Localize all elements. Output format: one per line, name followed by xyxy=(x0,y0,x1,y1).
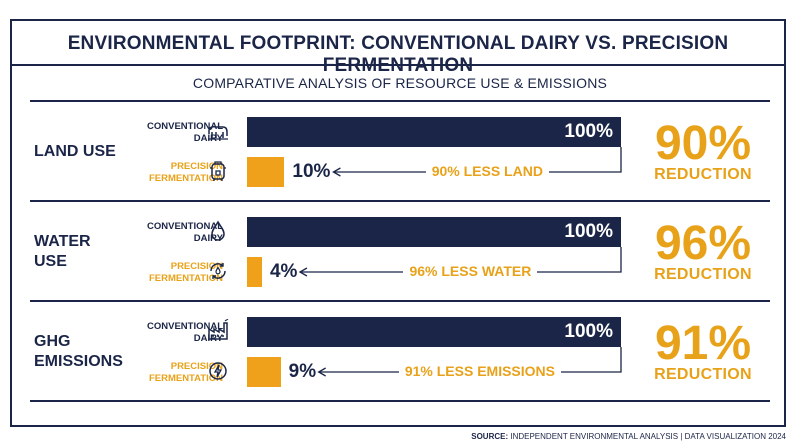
legend-line: FERMENTATION xyxy=(148,273,223,284)
legend-line: FERMENTATION xyxy=(148,173,223,184)
connector-arrowhead xyxy=(332,167,341,177)
metric-label-line: LAND USE xyxy=(34,143,116,160)
metric-label: GHG EMISSIONS xyxy=(34,332,129,372)
legend-line: CONVENTIONAL xyxy=(147,221,223,232)
metric-label-line: GHG xyxy=(34,333,71,350)
precision-fermentation-label: PRECISION FERMENTATION xyxy=(113,161,223,185)
reduction-arrow-label: 96% LESS WATER xyxy=(403,263,538,279)
section-divider xyxy=(30,200,770,202)
water-drop-icon xyxy=(206,219,230,243)
title-divider xyxy=(12,64,784,66)
metric-label: LAND USE xyxy=(34,142,129,162)
bioreactor-icon xyxy=(206,159,230,183)
conventional-bar-value: 100% xyxy=(564,321,613,342)
source-label: SOURCE: xyxy=(471,432,509,441)
legend-line: DAIRY xyxy=(193,233,223,244)
reduction-label: REDUCTION xyxy=(654,366,752,383)
reduction-percent: 91% xyxy=(654,317,752,370)
conventional-bar-value: 100% xyxy=(564,121,613,142)
metric-label: WATER USE xyxy=(34,232,129,272)
conventional-bar: 100% xyxy=(247,117,621,147)
section-divider xyxy=(30,300,770,302)
metric-label-line: WATER xyxy=(34,233,91,250)
precision-bar-value: 10% xyxy=(292,161,331,182)
legend-line: PRECISION xyxy=(170,361,223,372)
conventional-bar-value: 100% xyxy=(564,221,613,242)
factory-icon xyxy=(206,318,230,343)
legend-line: FERMENTATION xyxy=(148,373,223,384)
conventional-dairy-label: CONVENTIONAL DAIRY xyxy=(113,221,223,245)
precision-fermentation-label: PRECISION FERMENTATION xyxy=(113,361,223,385)
water-recycle-icon xyxy=(206,259,230,283)
cow-icon xyxy=(206,119,230,143)
reduction-label: REDUCTION xyxy=(654,266,752,283)
precision-bar-value: 9% xyxy=(288,361,317,382)
clean-energy-icon xyxy=(206,359,230,383)
reduction-label: REDUCTION xyxy=(654,166,752,183)
precision-bar xyxy=(247,257,262,287)
precision-bar xyxy=(247,357,281,387)
precision-bar xyxy=(247,157,285,187)
precision-fermentation-label: PRECISION FERMENTATION xyxy=(113,261,223,285)
section-divider xyxy=(30,400,770,402)
legend-line: PRECISION xyxy=(170,261,223,272)
legend-line: CONVENTIONAL xyxy=(147,321,223,332)
section-divider xyxy=(30,100,770,102)
infographic-frame: ENVIRONMENTAL FOOTPRINT: CONVENTIONAL DA… xyxy=(10,19,786,427)
metric-label-line: USE xyxy=(34,253,67,270)
conventional-bar: 100% xyxy=(247,317,621,347)
legend-line: CONVENTIONAL xyxy=(147,121,223,132)
reduction-percent: 90% xyxy=(654,117,752,170)
source-note: SOURCE: INDEPENDENT ENVIRONMENTAL ANALYS… xyxy=(471,432,786,441)
connector-arrowhead xyxy=(298,267,308,277)
reduction-arrow-label: 90% LESS LAND xyxy=(425,163,549,179)
precision-bar-value: 4% xyxy=(269,261,298,282)
legend-line: PRECISION xyxy=(170,161,223,172)
conventional-bar: 100% xyxy=(247,217,621,247)
metric-label-line: EMISSIONS xyxy=(34,353,123,370)
connector-arrowhead xyxy=(317,367,326,377)
source-text: INDEPENDENT ENVIRONMENTAL ANALYSIS | DAT… xyxy=(510,432,786,441)
reduction-arrow-label: 91% LESS EMISSIONS xyxy=(398,363,561,379)
reduction-percent: 96% xyxy=(654,217,752,270)
page-subtitle: COMPARATIVE ANALYSIS OF RESOURCE USE & E… xyxy=(192,75,608,91)
